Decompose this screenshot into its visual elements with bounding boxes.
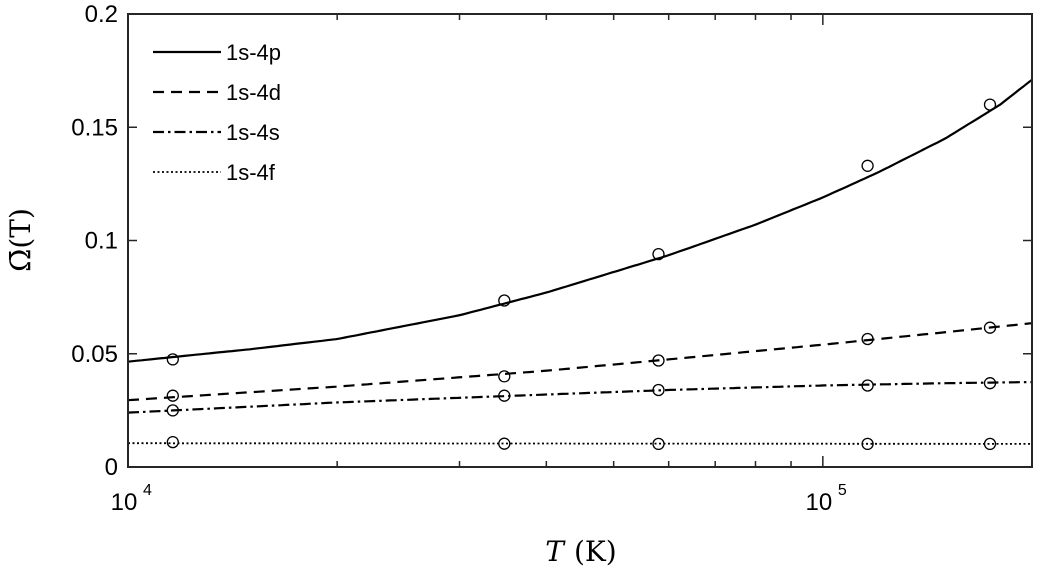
data-point-1s-4f-4 [861, 437, 874, 451]
data-point-1s-4f-5 [983, 437, 997, 451]
data-point-1s-4d-5 [983, 321, 997, 334]
legend-label-1s-4p: 1s-4p [226, 40, 281, 65]
data-point-1s-4s-1 [166, 404, 179, 417]
data-point-1s-4d-3 [652, 354, 665, 367]
y-tick-label: 0.2 [85, 1, 118, 28]
data-point-1s-4f-2 [498, 437, 511, 450]
data-point-1s-4p-4 [861, 159, 874, 172]
legend-label-1s-4s: 1s-4s [226, 120, 280, 145]
data-point-1s-4s-2 [498, 389, 511, 402]
x-axis-label-unit: (K) [574, 535, 617, 568]
data-point-1s-4p-1 [166, 353, 179, 366]
data-point-1s-4s-5 [983, 377, 997, 390]
x-tick-label: 10 [111, 489, 138, 516]
data-point-1s-4d-2 [498, 370, 511, 383]
x-tick-exponent: 4 [143, 482, 152, 499]
data-point-1s-4p-5 [983, 98, 997, 111]
series-line-1s-4s [127, 381, 1032, 414]
legend-label-1s-4f: 1s-4f [226, 160, 276, 185]
x-axis-label-var: T [545, 535, 566, 568]
y-tick-label: 0.05 [71, 341, 118, 368]
y-tick-label: 0 [105, 454, 118, 481]
axes: 0 0.05 0.1 0.15 0.2 10 4 10 5 [71, 1, 1033, 516]
data-point-1s-4s-4 [861, 379, 874, 392]
data-point-1s-4d-1 [166, 389, 179, 402]
data-point-1s-4p-3 [652, 247, 665, 261]
x-tick-exponent: 5 [838, 482, 847, 499]
series-line-1s-4p [127, 78, 1033, 363]
legend: 1s-4p 1s-4d 1s-4s 1s-4f [153, 40, 281, 185]
data-point-1s-4s-3 [652, 383, 665, 397]
series-line-1s-4d [127, 322, 1033, 402]
legend-label-1s-4d: 1s-4d [226, 80, 281, 105]
y-axis-label: Ω̄(T) [4, 208, 37, 272]
y-tick-label: 0.15 [71, 114, 118, 141]
x-axis-label: T (K) [545, 535, 616, 568]
data-point-1s-4d-4 [861, 332, 874, 346]
x-tick-label: 10 [805, 489, 832, 516]
series-line-1s-4f [128, 442, 1032, 445]
data-point-1s-4p-2 [498, 294, 511, 307]
y-tick-label: 0.1 [85, 228, 118, 255]
data-point-1s-4f-1 [166, 435, 179, 449]
plot-area [127, 78, 1033, 451]
data-point-1s-4f-3 [652, 437, 665, 451]
